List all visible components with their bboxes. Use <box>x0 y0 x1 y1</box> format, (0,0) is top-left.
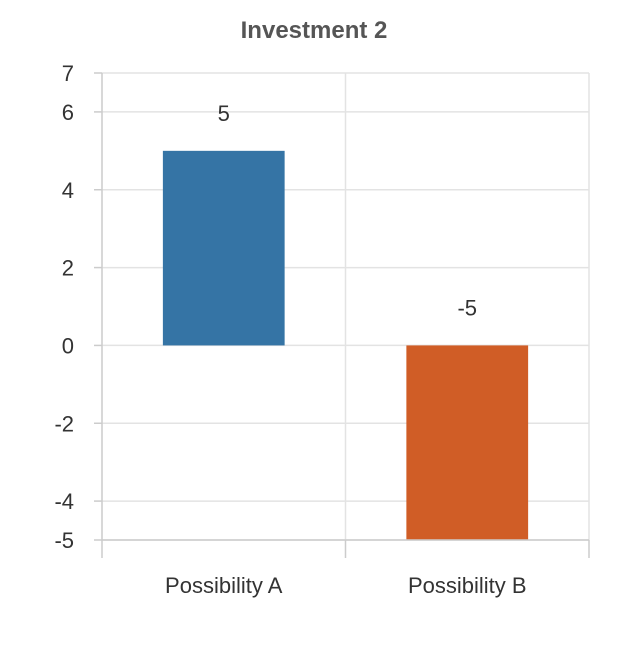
axis-layer: -5 -4 -2 0 2 4 6 7 <box>54 61 590 558</box>
labels-layer: Possibility A 5 Possibility B -5 <box>165 101 526 598</box>
bar-value-label: 5 <box>218 101 230 126</box>
y-tick-label: -4 <box>54 489 74 514</box>
bar-possibility-a <box>162 150 285 346</box>
bar-value-label: -5 <box>457 295 477 320</box>
chart-title: Investment 2 <box>241 17 388 44</box>
x-category-label: Possibility A <box>165 573 283 598</box>
y-tick-label: 6 <box>62 100 74 125</box>
y-tick-label: 0 <box>62 333 74 358</box>
x-category-label: Possibility B <box>408 573 527 598</box>
bars-layer <box>162 150 529 540</box>
y-tick-label: 2 <box>62 256 74 281</box>
bar-possibility-b <box>406 345 529 540</box>
y-tick-label: 4 <box>62 178 74 203</box>
y-tick-label: 7 <box>62 61 74 86</box>
y-tick-label: -2 <box>54 411 74 436</box>
y-tick-label: -5 <box>54 528 74 553</box>
